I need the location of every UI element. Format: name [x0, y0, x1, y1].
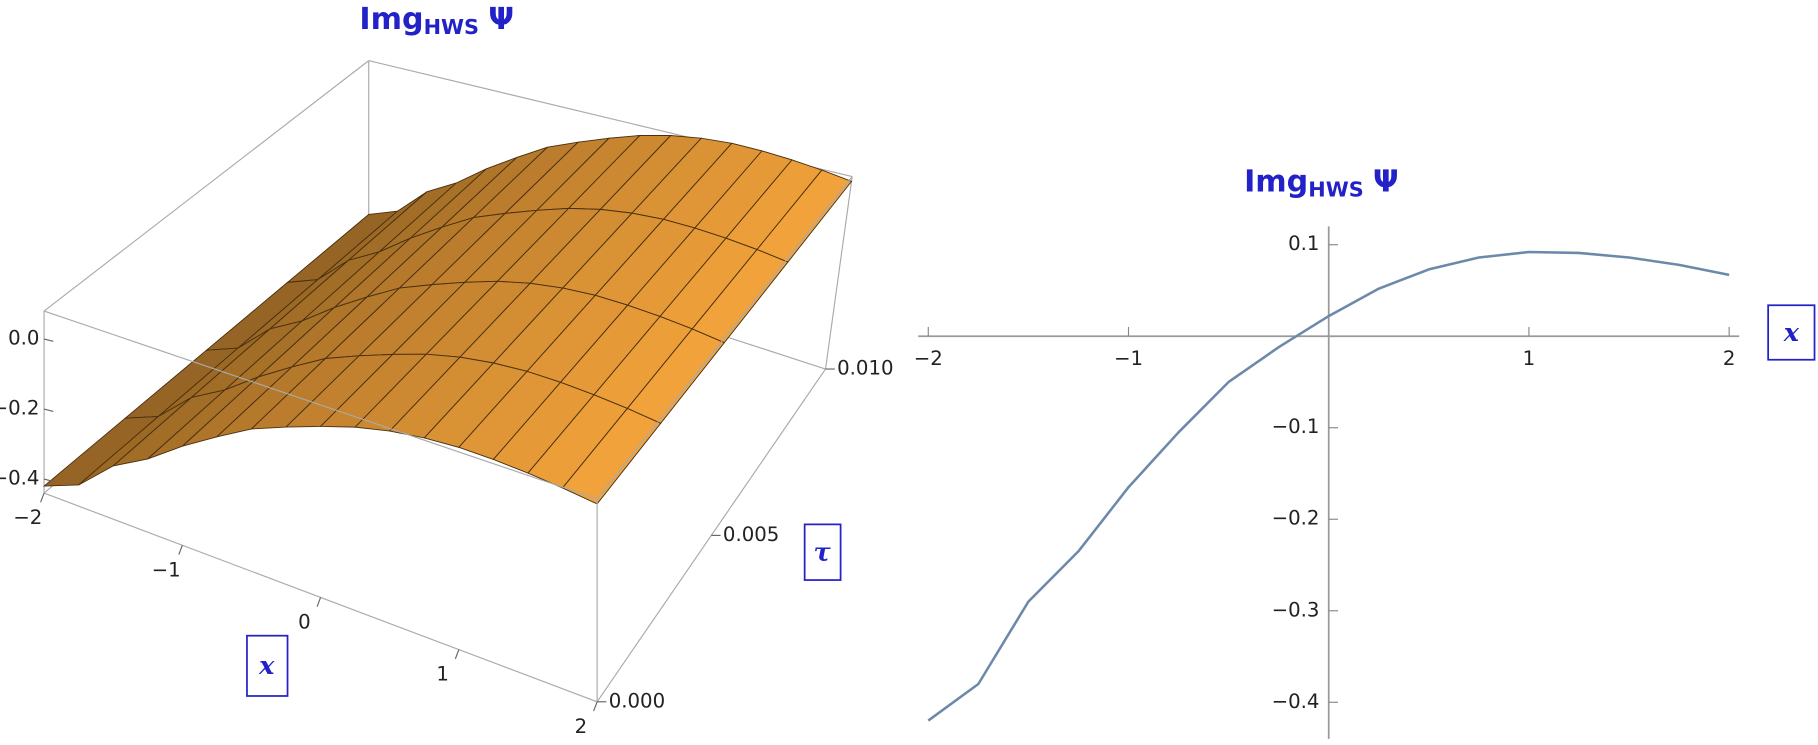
x-axis-label: x: [1783, 318, 1800, 348]
z-tick-label: −0.4: [0, 467, 39, 490]
z-tick: [43, 408, 54, 412]
title-symbol: Ψ: [1373, 164, 1399, 199]
title-sub: HWS: [1308, 177, 1364, 201]
x-tick-label: −1: [1114, 347, 1143, 370]
z-tick: [43, 338, 54, 342]
z-tick-label: −0.2: [0, 397, 39, 420]
tau-tick-label: 0.010: [837, 357, 893, 380]
line-title: ImgHWS Ψ: [1244, 164, 1399, 202]
z-tick-label: 0.0: [8, 327, 39, 350]
title-sub: HWS: [424, 15, 479, 39]
x-label-box: [1767, 304, 1816, 361]
x-tick-label: 2: [1723, 347, 1736, 370]
tau-label-box: [803, 523, 842, 581]
z-tick: [43, 478, 54, 482]
y-tick-label: −0.1: [1272, 415, 1320, 438]
box-edge: [596, 176, 853, 500]
x-tick-label: −2: [13, 506, 42, 529]
x-tick: [593, 701, 598, 712]
y-tick-label: 0.1: [1288, 232, 1319, 255]
y-tick-label: −0.3: [1272, 598, 1320, 621]
x-tick-label: 1: [436, 663, 449, 686]
x-tick: [454, 649, 460, 660]
x-label-box: [246, 634, 289, 697]
surface-title: ImgHWS Ψ: [359, 2, 514, 40]
surface-patch: [561, 407, 662, 505]
x-tick-label: −1: [152, 558, 181, 581]
y-tick-label: −0.4: [1272, 690, 1320, 713]
title-main: Img: [359, 2, 423, 37]
tau-axis-label: τ: [813, 537, 831, 567]
y-tick-label: −0.2: [1272, 507, 1320, 530]
x-tick: [40, 492, 45, 503]
line: [927, 250, 1730, 722]
tau-tick-label: 0.000: [609, 689, 665, 712]
x-axis-label: x: [258, 651, 275, 681]
x-tick-label: −2: [914, 347, 943, 370]
x-tick: [178, 545, 183, 555]
x-tick-label: 1: [1523, 347, 1536, 370]
box-edge: [824, 176, 853, 370]
title-symbol: Ψ: [488, 2, 514, 37]
x-tick: [316, 597, 322, 607]
box-edge: [43, 310, 598, 500]
title-main: Img: [1244, 164, 1308, 199]
tau-tick-label: 0.005: [723, 523, 779, 546]
x-tick-label: 0: [298, 610, 311, 633]
box-edge: [43, 60, 370, 312]
x-tick-label: 2: [575, 715, 588, 738]
